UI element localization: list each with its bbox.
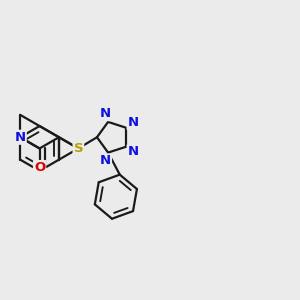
Text: N: N <box>128 116 139 129</box>
Text: S: S <box>74 142 83 155</box>
Text: N: N <box>128 145 139 158</box>
Text: N: N <box>100 154 111 167</box>
Text: N: N <box>15 131 26 144</box>
Text: O: O <box>34 161 45 174</box>
Text: N: N <box>100 107 111 120</box>
